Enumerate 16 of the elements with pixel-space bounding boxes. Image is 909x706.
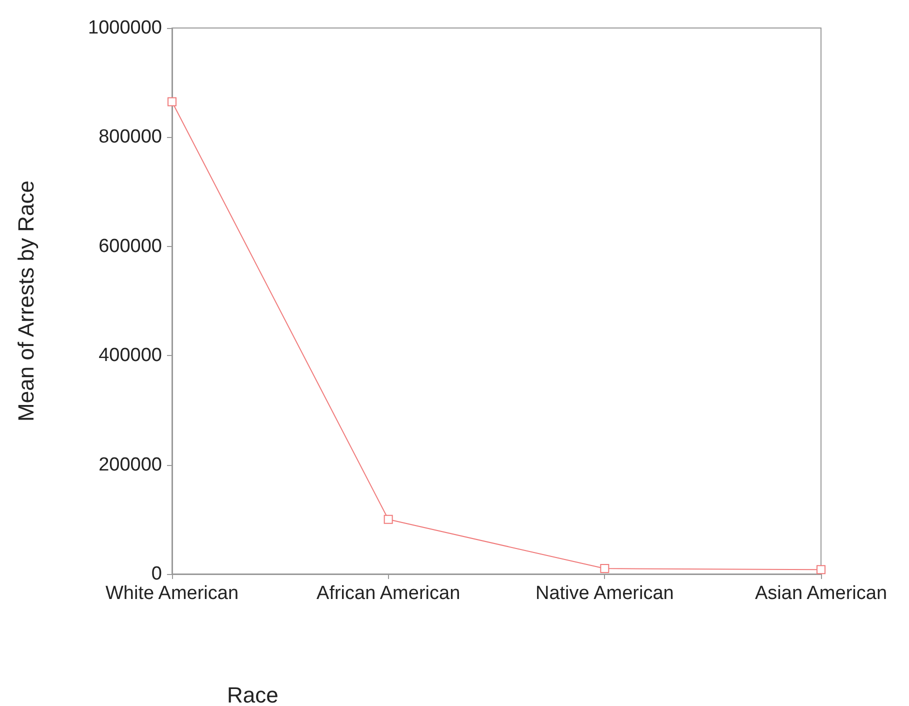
x-tick-label: Native American: [535, 583, 674, 604]
y-tick-label: 200000: [98, 454, 162, 476]
point: [600, 564, 610, 574]
y-tick-label: 800000: [98, 126, 162, 148]
y-axis-title: Mean of Arrests by Race: [14, 180, 38, 422]
x-tick-label: African American: [316, 583, 460, 604]
y-tick-label: 0: [151, 564, 162, 584]
y-tick-label: 400000: [98, 345, 162, 366]
point: [384, 514, 393, 524]
x-tick-label: White American: [105, 583, 239, 604]
x-axis-title: Race: [227, 682, 278, 706]
point: [816, 565, 826, 574]
x-tick-label: Asian American: [754, 583, 888, 604]
point: [168, 97, 176, 106]
y-tick-label: 1000000: [88, 18, 162, 38]
y-tick-label: 600000: [98, 236, 162, 257]
